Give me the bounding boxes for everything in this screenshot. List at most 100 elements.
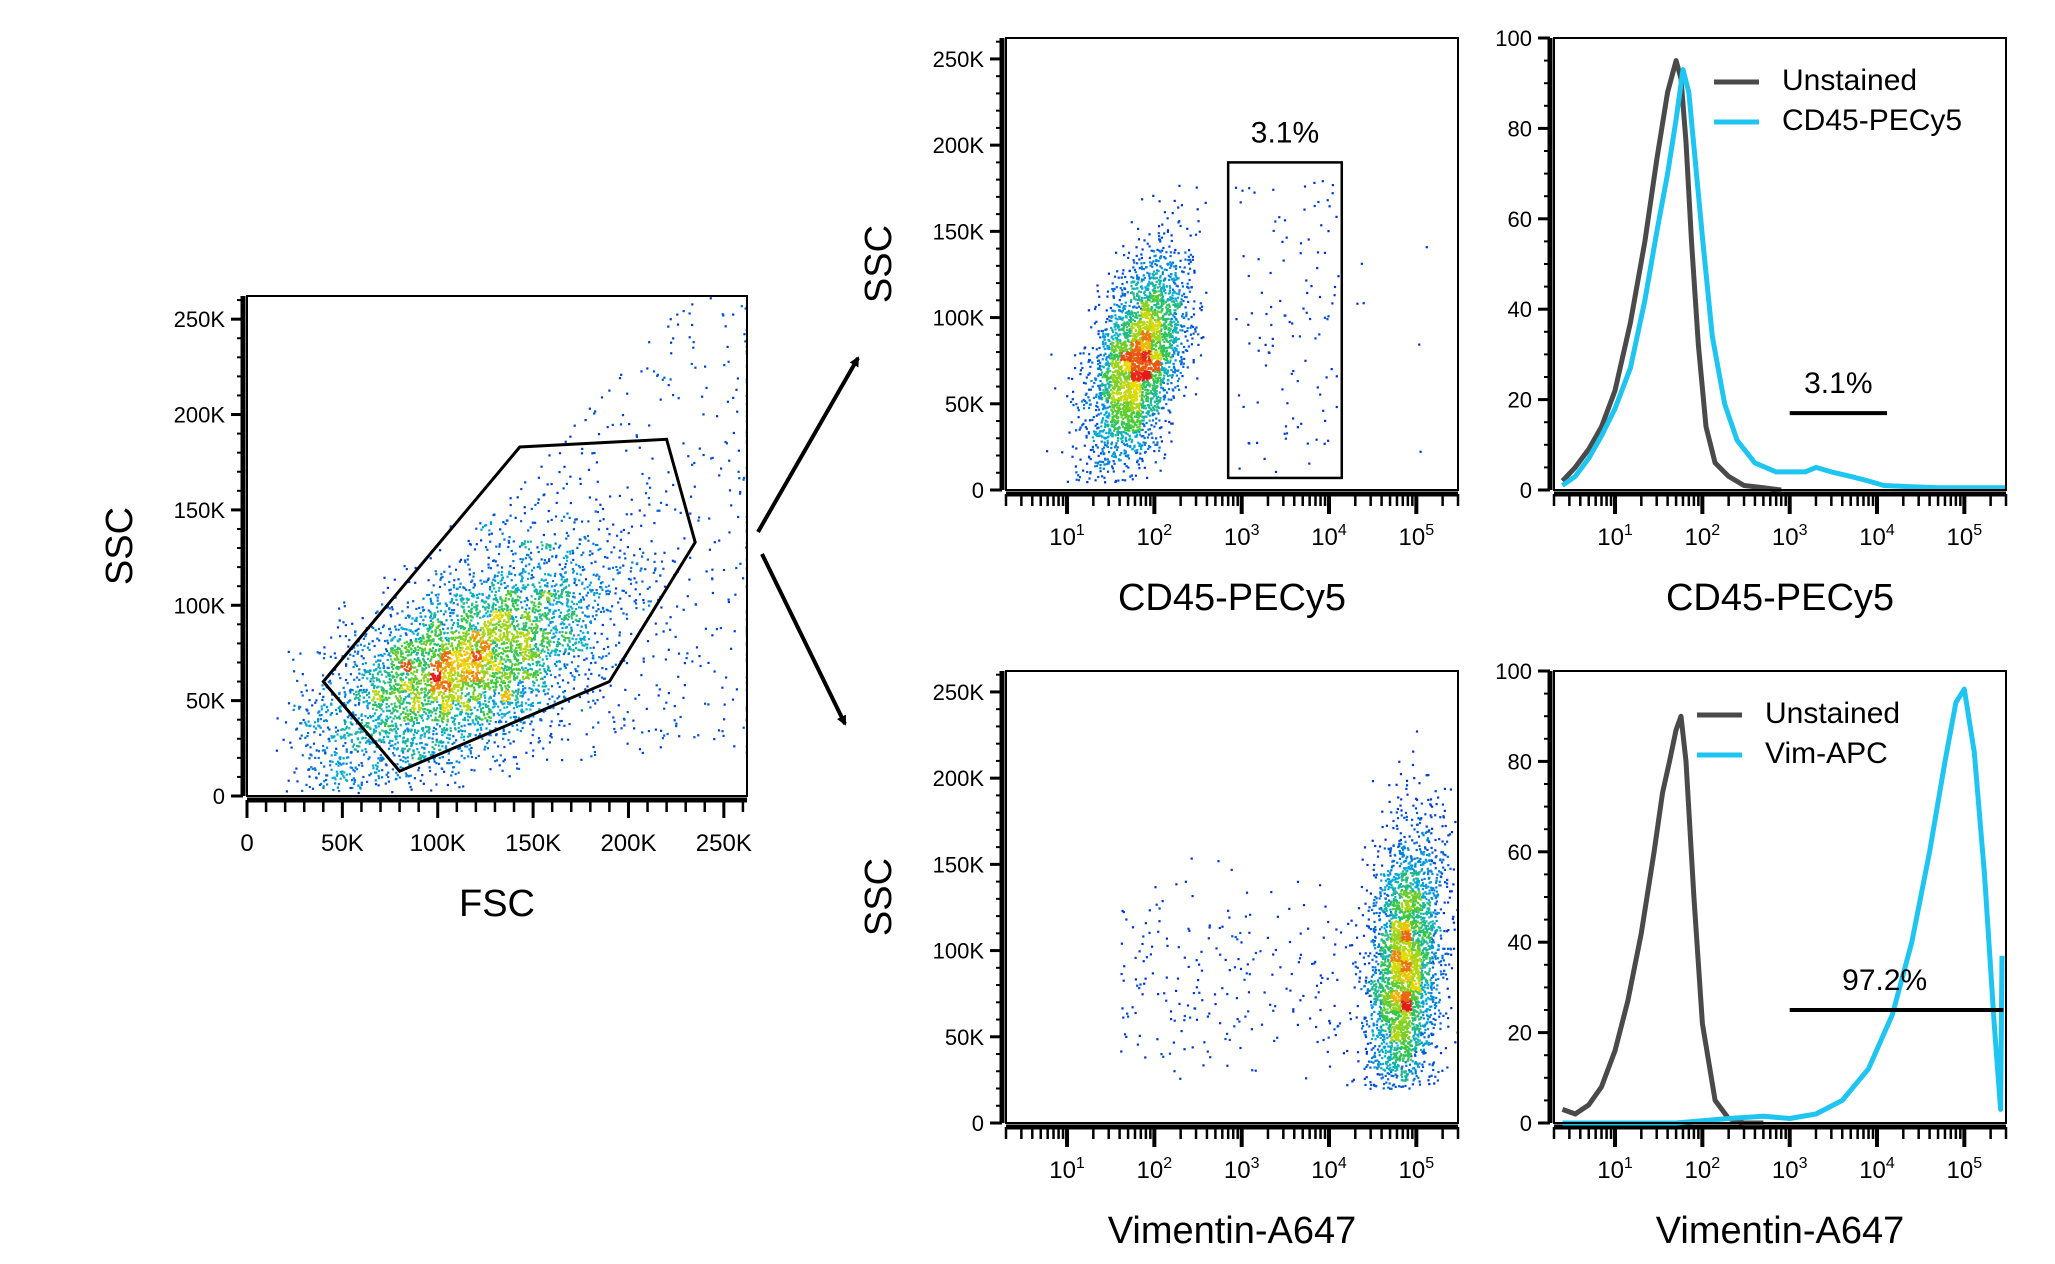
event-dot <box>412 707 415 710</box>
event-dot <box>421 714 424 717</box>
event-dot <box>338 708 342 711</box>
event-dot <box>419 660 422 663</box>
event-dot <box>526 540 530 543</box>
event-dot <box>563 616 566 619</box>
event-dot <box>391 752 395 755</box>
event-dot <box>351 745 354 748</box>
event-dot <box>431 751 434 754</box>
event-dot <box>485 658 488 661</box>
event-dot <box>432 655 436 658</box>
event-dot <box>468 622 471 625</box>
event-dot <box>641 731 644 734</box>
event-dot <box>581 583 584 586</box>
event-dot <box>431 719 434 722</box>
event-dot <box>508 650 511 653</box>
event-dot <box>515 616 518 619</box>
event-dot <box>561 583 564 586</box>
event-dot <box>529 742 532 745</box>
event-dot <box>487 556 490 559</box>
event-dot <box>346 701 349 704</box>
event-dot <box>394 679 397 682</box>
event-dot <box>466 707 469 710</box>
event-dot <box>389 631 392 634</box>
event-dot <box>568 550 572 553</box>
event-dot <box>438 633 442 637</box>
event-dot <box>455 648 458 651</box>
event-dot <box>354 766 357 769</box>
event-dot <box>508 536 511 539</box>
event-dot <box>364 669 367 672</box>
event-dot <box>471 592 474 596</box>
event-dot <box>473 676 476 679</box>
event-dot <box>433 668 436 671</box>
event-dot <box>602 696 605 699</box>
event-dot <box>652 571 655 574</box>
event-dot <box>630 513 633 516</box>
event-dot <box>347 756 350 759</box>
event-dot <box>375 660 378 663</box>
event-dot <box>394 695 397 698</box>
event-dot <box>599 503 602 506</box>
event-dot <box>526 618 529 621</box>
event-dot <box>457 640 461 643</box>
event-dot <box>654 567 657 570</box>
event-dot <box>546 483 549 486</box>
event-dot <box>504 611 507 615</box>
event-dot <box>504 685 507 688</box>
event-dot <box>462 704 465 707</box>
event-dot <box>440 648 443 651</box>
event-dot <box>532 715 535 718</box>
event-dot <box>479 664 482 667</box>
event-dot <box>451 742 454 745</box>
event-dot <box>521 606 524 609</box>
event-dot <box>365 699 368 703</box>
event-dot <box>540 465 543 468</box>
event-dot <box>345 773 348 776</box>
event-dot <box>429 597 432 600</box>
event-dot <box>362 696 365 699</box>
event-dot <box>475 631 478 634</box>
event-dot <box>507 638 510 641</box>
event-dot <box>317 772 321 775</box>
event-dot <box>506 649 509 653</box>
event-dot <box>567 534 570 537</box>
event-dot <box>393 689 396 692</box>
event-dot <box>470 628 473 631</box>
event-dot <box>369 680 372 683</box>
event-dot <box>507 702 510 705</box>
event-dot <box>340 737 343 740</box>
event-dot <box>646 640 650 643</box>
event-dot <box>454 704 457 707</box>
event-dot <box>502 636 505 639</box>
event-dot <box>737 449 740 452</box>
event-dot <box>480 693 483 696</box>
event-dot <box>556 649 559 652</box>
event-dot <box>421 746 424 749</box>
event-dot <box>586 643 589 646</box>
event-dot <box>428 626 432 629</box>
event-dot <box>717 729 721 732</box>
event-dot <box>385 703 388 706</box>
event-dot <box>506 625 509 628</box>
event-dot <box>512 740 515 743</box>
event-dot <box>383 722 386 725</box>
event-dot <box>531 734 534 737</box>
event-dot <box>526 645 529 648</box>
event-dot <box>416 652 419 655</box>
event-dot <box>412 681 415 684</box>
event-dot <box>400 645 404 648</box>
event-dot <box>682 442 685 445</box>
event-dot <box>402 678 405 681</box>
event-dot <box>408 763 411 766</box>
event-dot <box>521 571 524 575</box>
event-dot <box>458 683 461 686</box>
event-dot <box>525 629 528 632</box>
event-dot <box>421 673 424 676</box>
event-dot <box>447 733 450 736</box>
event-dot <box>667 325 670 328</box>
event-dot <box>565 594 568 597</box>
event-dot <box>310 766 313 769</box>
event-dot <box>376 761 379 765</box>
event-dot <box>428 727 431 730</box>
event-dot <box>483 622 486 625</box>
